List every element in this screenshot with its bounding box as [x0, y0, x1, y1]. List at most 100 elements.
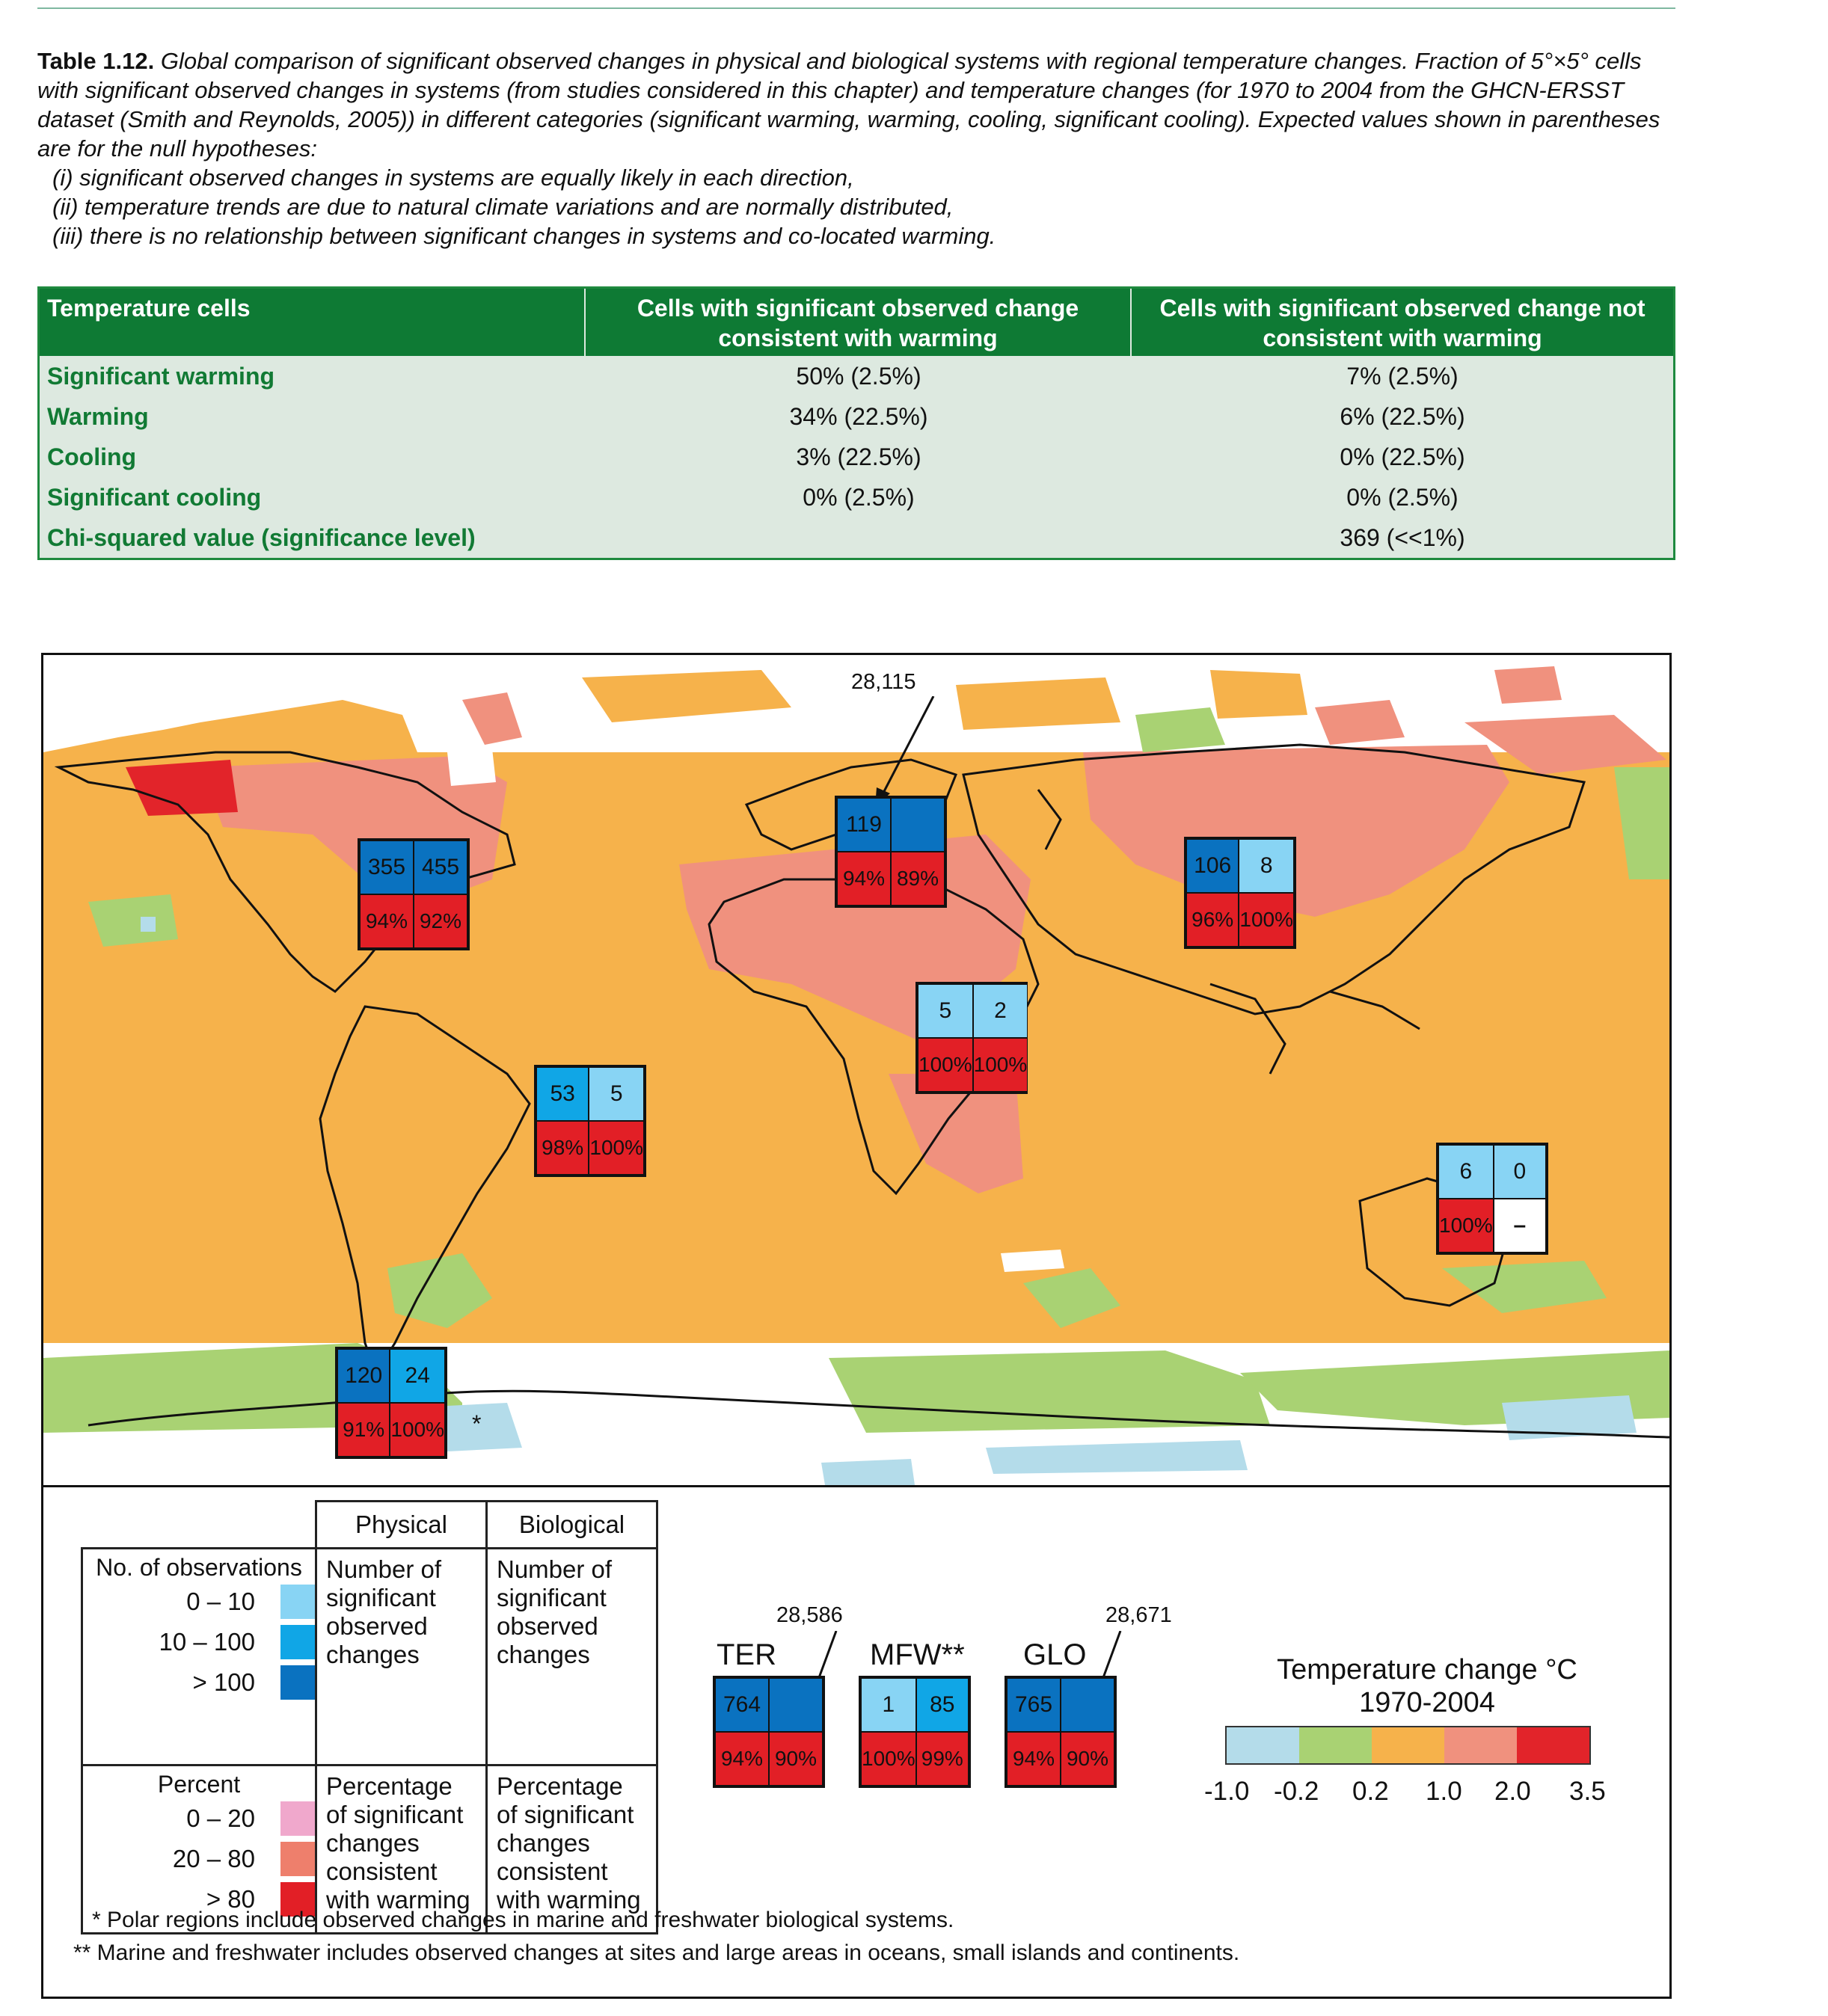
colorbar-tick: 2.0	[1494, 1777, 1531, 1806]
biological-count: 5	[589, 1067, 644, 1121]
region-box-latin-america: 53 5 98% 100%	[534, 1065, 646, 1177]
physical-count: 53	[536, 1067, 589, 1121]
legend-table: Physical Biological No. of observations …	[81, 1500, 658, 1934]
legend-row: > 100	[83, 1662, 315, 1703]
temperature-map-graphic	[43, 666, 1669, 1485]
pct-range-label: > 80	[206, 1885, 255, 1913]
obs-range-label: 0 – 10	[186, 1588, 255, 1615]
footnote-polar: * Polar regions include observed changes…	[92, 1908, 954, 1932]
physical-percent: 94%	[715, 1732, 769, 1786]
table-header-row: Temperature cells Cells with significant…	[40, 289, 1673, 356]
row-label: Chi-squared value (significance level)	[47, 524, 476, 551]
pct-swatch-red	[280, 1882, 315, 1917]
cell-consistent: 34% (22.5%)	[789, 403, 928, 430]
colorbar-title: Temperature change °C 1970-2004	[1248, 1653, 1607, 1719]
top-rule	[37, 7, 1675, 9]
figure-frame: 28,115 * 355 455 94% 92% 119 94% 89% 106…	[41, 653, 1672, 1999]
cell-not-consistent: 369 (<<1%)	[1340, 524, 1465, 551]
biological-percent: 92%	[414, 894, 467, 948]
obs-range-label: > 100	[192, 1668, 256, 1696]
biological-count: 24	[390, 1349, 445, 1403]
colorbar-tick: -0.2	[1274, 1777, 1319, 1806]
caption-text: Global comparison of significant observe…	[37, 48, 1660, 162]
figure-footnotes: * Polar regions include observed changes…	[73, 1904, 1239, 1970]
pct-swatch-pink	[280, 1801, 315, 1836]
region-box-australia: 6 0 100% –	[1436, 1143, 1548, 1255]
biological-percent: –	[1493, 1199, 1546, 1253]
legend-row: 20 – 80	[83, 1839, 315, 1879]
mfw-label: MFW**	[870, 1638, 965, 1671]
biological-percent: 100%	[972, 1038, 1028, 1092]
cell-not-consistent: 7% (2.5%)	[1346, 363, 1459, 390]
cell-not-consistent: 0% (2.5%)	[1346, 484, 1459, 511]
colorbar-swatch-extreme-warming	[1517, 1727, 1589, 1763]
physical-count: 120	[337, 1349, 390, 1403]
physical-count: 765	[1007, 1678, 1061, 1732]
biological-percent: 100%	[589, 1121, 644, 1175]
physical-percent-desc: Percentage of significant changes consis…	[315, 1764, 488, 1934]
physical-percent: 100%	[1438, 1199, 1494, 1253]
summary-box-glo: 765 94% 90%	[1005, 1676, 1117, 1788]
obs-swatch-mid	[280, 1625, 315, 1659]
cell-not-consistent: 6% (22.5%)	[1340, 403, 1465, 430]
table-row: Warming 34% (22.5%) 6% (22.5%)	[40, 396, 1673, 437]
hypothesis-1: (i) significant observed changes in syst…	[52, 165, 854, 191]
physical-count: 5	[918, 984, 973, 1038]
physical-percent: 100%	[918, 1038, 973, 1092]
legend-row: 10 – 100	[83, 1622, 315, 1662]
region-box-north-america: 355 455 94% 92%	[358, 838, 470, 950]
legend-observations: No. of observations 0 – 10 10 – 100 > 10…	[81, 1547, 317, 1766]
biological-percent: 89%	[891, 852, 945, 906]
biological-percent: 100%	[390, 1403, 445, 1457]
colorbar-swatch-warming	[1372, 1727, 1444, 1763]
physical-count: 106	[1186, 839, 1239, 893]
summary-box-mfw: 1 85 100% 99%	[859, 1676, 971, 1788]
header-consistent: Cells with significant observed change c…	[586, 289, 1132, 356]
observations-title: No. of observations	[96, 1554, 302, 1581]
table-row: Cooling 3% (22.5%) 0% (22.5%)	[40, 437, 1673, 477]
temperature-colorbar	[1225, 1726, 1591, 1765]
physical-percent: 98%	[536, 1121, 589, 1175]
physical-count: 1	[861, 1678, 916, 1732]
obs-swatch-dark	[280, 1665, 315, 1700]
physical-percent: 96%	[1186, 893, 1239, 947]
biological-percent: 90%	[1061, 1732, 1114, 1786]
legend-percent: Percent 0 – 20 20 – 80 > 80	[81, 1764, 317, 1934]
colorbar-tick: 1.0	[1426, 1777, 1462, 1806]
cell-consistent: 3% (22.5%)	[796, 443, 921, 470]
physical-percent: 94%	[360, 894, 414, 948]
biological-count: 8	[1239, 839, 1294, 893]
biological-count: 455	[414, 840, 467, 894]
europe-callout-arrow	[875, 696, 935, 807]
glo-label: GLO	[1023, 1638, 1087, 1671]
legend-header-biological: Biological	[485, 1500, 658, 1549]
biological-count: 85	[915, 1678, 969, 1732]
colorbar-tick: 3.5	[1569, 1777, 1606, 1806]
physical-count: 764	[715, 1678, 769, 1732]
biological-number-desc: Number of significant observed changes	[485, 1547, 658, 1766]
region-box-europe: 119 94% 89%	[835, 796, 947, 908]
biological-percent-desc: Percentage of significant changes consis…	[485, 1764, 658, 1934]
europe-callout-value: 28,115	[851, 670, 916, 694]
cell-not-consistent: 0% (22.5%)	[1340, 443, 1465, 470]
physical-percent: 94%	[1007, 1732, 1061, 1786]
glo-callout-value: 28,671	[1105, 1603, 1172, 1627]
cell-consistent: 50% (2.5%)	[796, 363, 921, 390]
colorbar-tick: 0.2	[1352, 1777, 1389, 1806]
physical-percent: 91%	[337, 1403, 390, 1457]
physical-percent: 100%	[861, 1732, 916, 1786]
row-label: Warming	[47, 403, 149, 430]
header-temperature-cells: Temperature cells	[40, 289, 586, 356]
colorbar-swatch-neutral	[1299, 1727, 1372, 1763]
row-label: Significant cooling	[47, 484, 262, 511]
legend-row: > 80	[83, 1879, 315, 1920]
obs-swatch-light	[280, 1585, 315, 1619]
physical-count: 6	[1438, 1145, 1494, 1199]
ter-label: TER	[717, 1638, 776, 1671]
legend-row: 0 – 20	[83, 1798, 315, 1839]
biological-count: 2	[972, 984, 1028, 1038]
table-row: Significant cooling 0% (2.5%) 0% (2.5%)	[40, 477, 1673, 517]
biological-percent: 90%	[769, 1732, 823, 1786]
colorbar-swatch-strong-warming	[1444, 1727, 1517, 1763]
table-caption: Table 1.12. Global comparison of signifi…	[37, 46, 1683, 251]
